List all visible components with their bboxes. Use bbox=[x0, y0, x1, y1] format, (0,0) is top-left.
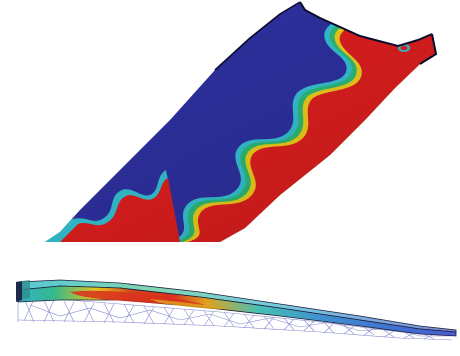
beam-end-cap bbox=[16, 281, 22, 302]
sheet-edge bbox=[299, 1, 433, 48]
beam-truss-contour bbox=[16, 279, 457, 341]
curved-panel-contour bbox=[45, 1, 438, 242]
